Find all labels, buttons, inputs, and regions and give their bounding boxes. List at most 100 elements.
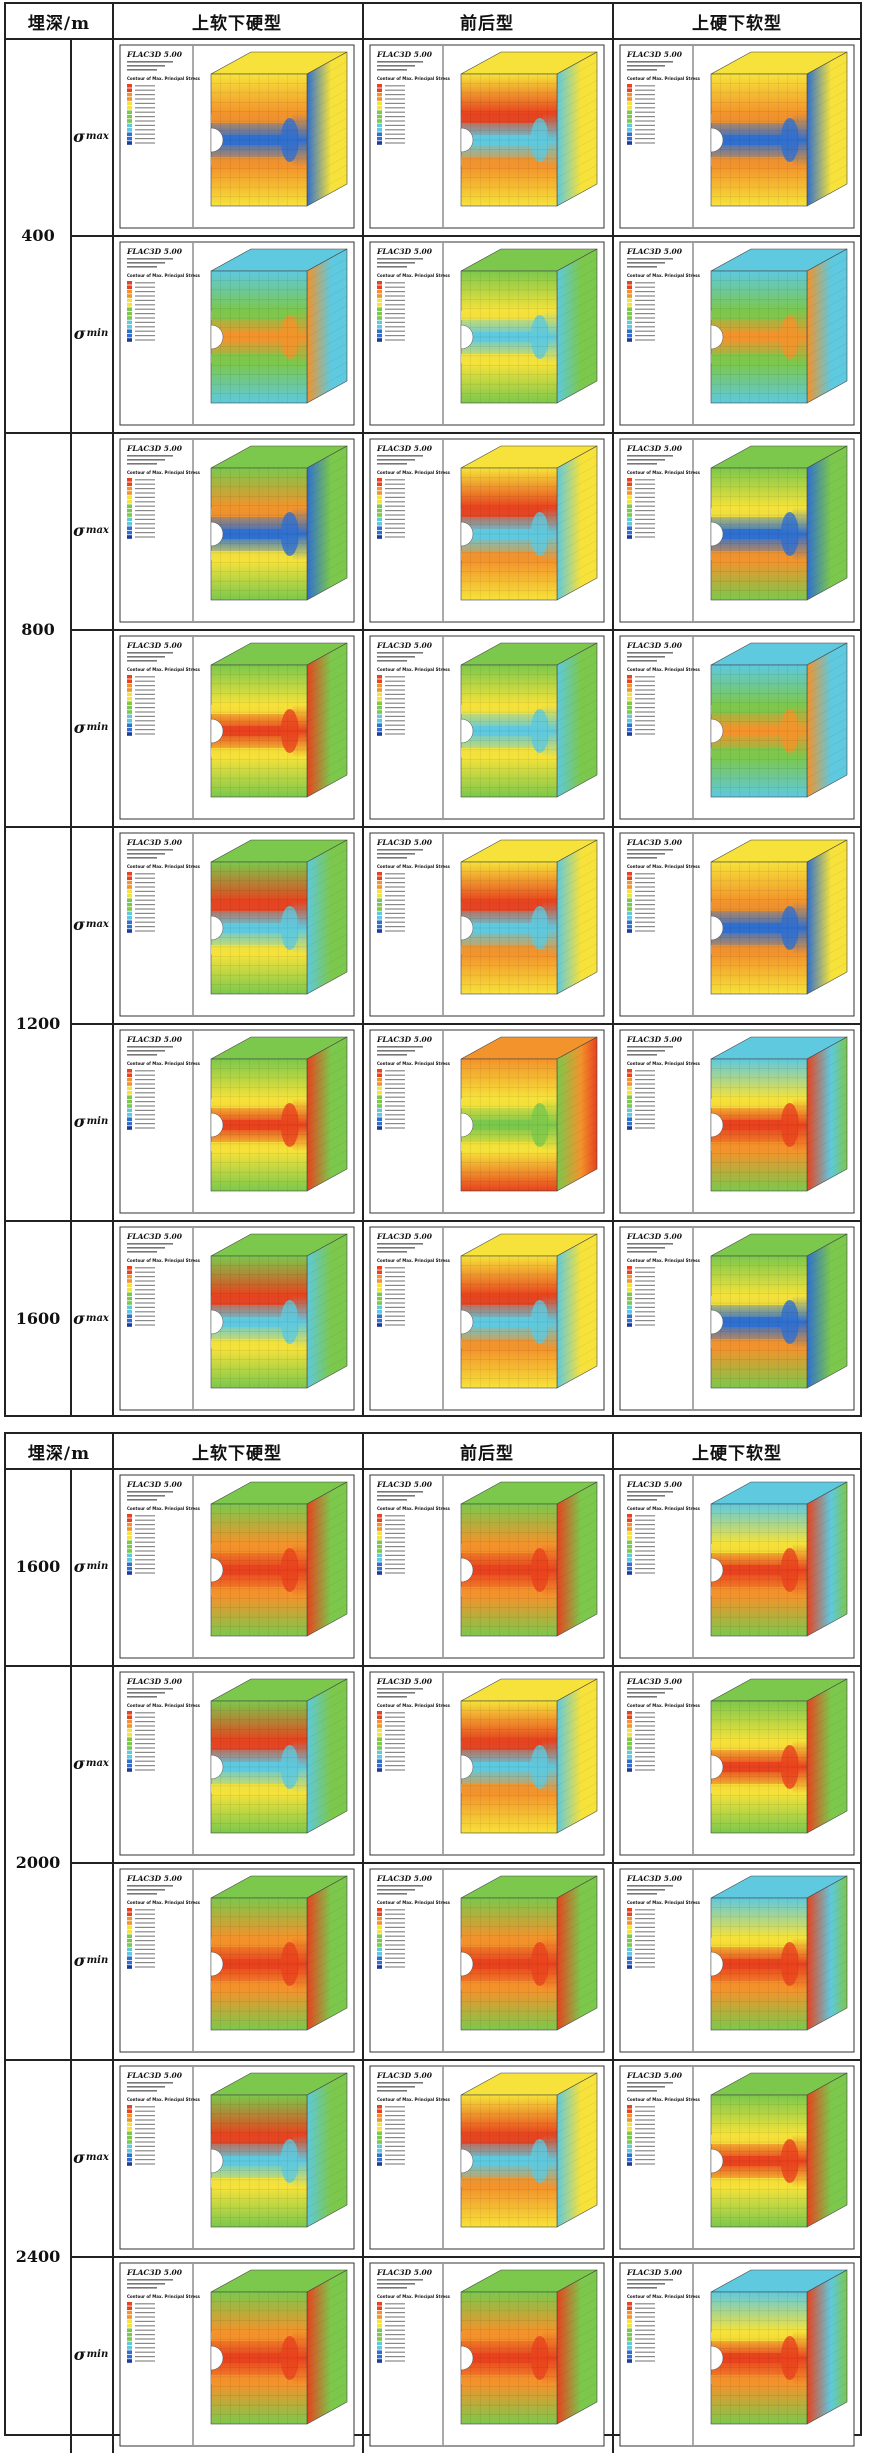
legend-title-label: Contour of Max. Principal Stress: [627, 1258, 701, 1263]
stress-contour-plot: FLAC3D 5.00 Contour of Max. Principal Str…: [369, 1474, 605, 1659]
legend-title-label: Contour of Max. Principal Stress: [377, 1061, 451, 1066]
legend-title-label: Contour of Max. Principal Stress: [127, 470, 201, 475]
legend-title-label: Contour of Max. Principal Stress: [627, 2294, 701, 2299]
legend-title-label: Contour of Max. Principal Stress: [377, 2097, 451, 2102]
contour-panel: FLAC3D 5.00 Contour of Max. Principal Str…: [369, 241, 605, 426]
stress-contour-plot: FLAC3D 5.00 Contour of Max. Principal Str…: [119, 1671, 355, 1856]
legend-program-label: FLAC3D 5.00: [626, 641, 683, 650]
stress-contour-plot: FLAC3D 5.00 Contour of Max. Principal Str…: [619, 1029, 855, 1214]
legend-program-label: FLAC3D 5.00: [126, 1232, 183, 1241]
contour-panel: FLAC3D 5.00 Contour of Max. Principal Str…: [619, 1868, 855, 2053]
legend-program-label: FLAC3D 5.00: [626, 1677, 683, 1686]
stress-type-cell: σ max: [73, 2148, 109, 2167]
stress-contour-plot: FLAC3D 5.00 Contour of Max. Principal Str…: [619, 44, 855, 229]
legend-program-label: FLAC3D 5.00: [376, 2071, 433, 2080]
legend-program-label: FLAC3D 5.00: [626, 1480, 683, 1489]
stress-contour-plot: FLAC3D 5.00 Contour of Max. Principal Str…: [119, 635, 355, 820]
stress-contour-plot: FLAC3D 5.00 Contour of Max. Principal Str…: [619, 2065, 855, 2250]
stress-contour-plot: FLAC3D 5.00 Contour of Max. Principal Str…: [369, 832, 605, 1017]
stress-contour-plot: FLAC3D 5.00 Contour of Max. Principal Str…: [619, 1868, 855, 2053]
table-rule: [6, 2059, 862, 2061]
header-col-front-back: 前后型: [460, 13, 514, 34]
table-rule: [70, 629, 862, 631]
stress-contour-plot: FLAC3D 5.00 Contour of Max. Principal Str…: [119, 2262, 355, 2447]
legend-program-label: FLAC3D 5.00: [376, 838, 433, 847]
contour-panel: FLAC3D 5.00 Contour of Max. Principal Str…: [119, 44, 355, 229]
contour-panel: FLAC3D 5.00 Contour of Max. Principal Str…: [369, 1671, 605, 1856]
table-rule: [70, 2256, 862, 2258]
legend-program-label: FLAC3D 5.00: [626, 2071, 683, 2080]
header-col-soft-top: 上软下硬型: [192, 13, 282, 34]
legend-title-label: Contour of Max. Principal Stress: [377, 667, 451, 672]
legend-title-label: Contour of Max. Principal Stress: [627, 1506, 701, 1511]
legend-title-label: Contour of Max. Principal Stress: [127, 2097, 201, 2102]
legend-program-label: FLAC3D 5.00: [376, 1480, 433, 1489]
legend-title-label: Contour of Max. Principal Stress: [377, 76, 451, 81]
legend-title-label: Contour of Max. Principal Stress: [377, 864, 451, 869]
legend-title-label: Contour of Max. Principal Stress: [627, 273, 701, 278]
legend-program-label: FLAC3D 5.00: [376, 1677, 433, 1686]
stress-contour-plot: FLAC3D 5.00 Contour of Max. Principal Str…: [369, 1029, 605, 1214]
stress-contour-plot: FLAC3D 5.00 Contour of Max. Principal Str…: [369, 1671, 605, 1856]
table-rule: [70, 38, 72, 1417]
contour-panel: FLAC3D 5.00 Contour of Max. Principal Str…: [369, 2065, 605, 2250]
stress-contour-plot: FLAC3D 5.00 Contour of Max. Principal Str…: [619, 438, 855, 623]
legend-title-label: Contour of Max. Principal Stress: [627, 667, 701, 672]
stress-type-cell: σ max: [73, 1309, 109, 1328]
table-rule: [6, 1220, 862, 1222]
stress-contour-plot: FLAC3D 5.00 Contour of Max. Principal Str…: [119, 1029, 355, 1214]
stress-type-cell: σ min: [73, 1951, 109, 1970]
stress-contour-plot: FLAC3D 5.00 Contour of Max. Principal Str…: [369, 241, 605, 426]
contour-panel: FLAC3D 5.00 Contour of Max. Principal Str…: [619, 241, 855, 426]
table-rule: [6, 38, 862, 40]
table-rule: [612, 1434, 614, 2453]
table-rule: [70, 235, 862, 237]
stress-contour-plot: FLAC3D 5.00 Contour of Max. Principal Str…: [369, 44, 605, 229]
contour-panel: FLAC3D 5.00 Contour of Max. Principal Str…: [119, 2262, 355, 2447]
depth-cell: 400: [21, 225, 55, 245]
header-depth-2: 埋深/m: [27, 1443, 91, 1464]
legend-title-label: Contour of Max. Principal Stress: [627, 470, 701, 475]
stress-contour-plot: FLAC3D 5.00 Contour of Max. Principal Str…: [619, 832, 855, 1017]
legend-title-label: Contour of Max. Principal Stress: [127, 864, 201, 869]
stress-type-cell: σ min: [73, 718, 109, 737]
legend-program-label: FLAC3D 5.00: [376, 1232, 433, 1241]
legend-title-label: Contour of Max. Principal Stress: [127, 2294, 201, 2299]
contour-panel: FLAC3D 5.00 Contour of Max. Principal Str…: [619, 2065, 855, 2250]
stress-contour-plot: FLAC3D 5.00 Contour of Max. Principal Str…: [119, 2065, 355, 2250]
legend-program-label: FLAC3D 5.00: [376, 641, 433, 650]
stress-type-cell: σ min: [73, 1112, 109, 1131]
stress-contour-plot: FLAC3D 5.00 Contour of Max. Principal Str…: [119, 1474, 355, 1659]
table-rule: [6, 826, 862, 828]
table-rule: [362, 1434, 364, 2453]
stress-type-cell: σ max: [73, 127, 109, 146]
stress-contour-plot: FLAC3D 5.00 Contour of Max. Principal Str…: [619, 241, 855, 426]
legend-program-label: FLAC3D 5.00: [626, 2268, 683, 2277]
depth-cell: 2400: [15, 2246, 61, 2266]
legend-program-label: FLAC3D 5.00: [126, 1480, 183, 1489]
table-rule: [362, 4, 364, 1417]
legend-title-label: Contour of Max. Principal Stress: [627, 2097, 701, 2102]
depth-cell: 1600: [15, 1557, 61, 1576]
stress-contour-plot: FLAC3D 5.00 Contour of Max. Principal Str…: [119, 438, 355, 623]
legend-program-label: FLAC3D 5.00: [376, 444, 433, 453]
legend-program-label: FLAC3D 5.00: [126, 1677, 183, 1686]
stress-contour-plot: FLAC3D 5.00 Contour of Max. Principal Str…: [119, 1226, 355, 1411]
contour-panel: FLAC3D 5.00 Contour of Max. Principal Str…: [619, 832, 855, 1017]
legend-title-label: Contour of Max. Principal Stress: [627, 1900, 701, 1905]
contour-panel: FLAC3D 5.00 Contour of Max. Principal Str…: [369, 1226, 605, 1411]
contour-panel: FLAC3D 5.00 Contour of Max. Principal Str…: [119, 635, 355, 820]
table-rule: [112, 1434, 114, 2453]
legend-program-label: FLAC3D 5.00: [626, 1874, 683, 1883]
contour-panel: FLAC3D 5.00 Contour of Max. Principal Str…: [619, 1029, 855, 1214]
legend-program-label: FLAC3D 5.00: [126, 2268, 183, 2277]
table-rule: [70, 1862, 862, 1864]
legend-title-label: Contour of Max. Principal Stress: [627, 76, 701, 81]
stress-type-cell: σ min: [73, 1557, 109, 1576]
stress-contour-plot: FLAC3D 5.00 Contour of Max. Principal Str…: [619, 1474, 855, 1659]
contour-panel: FLAC3D 5.00 Contour of Max. Principal Str…: [119, 1029, 355, 1214]
stress-contour-plot: FLAC3D 5.00 Contour of Max. Principal Str…: [369, 2262, 605, 2447]
contour-panel: FLAC3D 5.00 Contour of Max. Principal Str…: [369, 1474, 605, 1659]
header-depth: 埋深/m: [27, 13, 91, 34]
legend-program-label: FLAC3D 5.00: [126, 444, 183, 453]
